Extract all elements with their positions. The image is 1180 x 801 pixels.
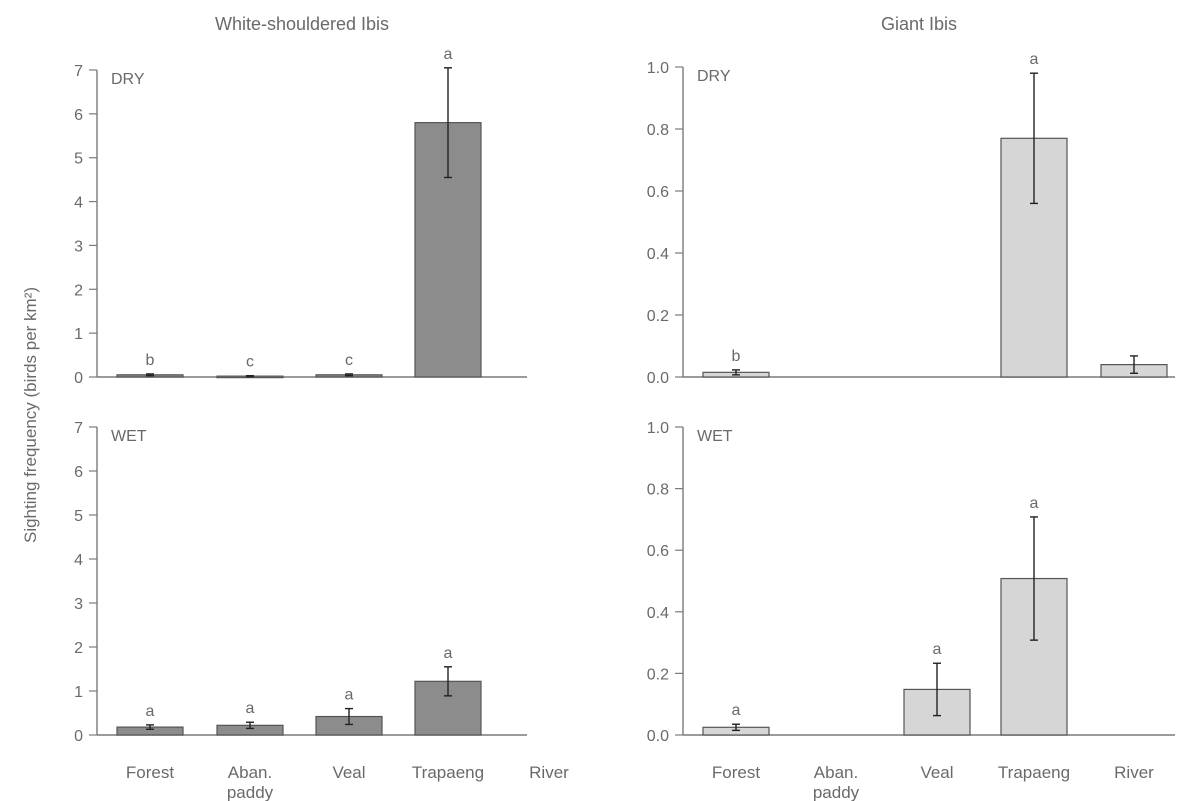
y-tick-label: 0: [74, 370, 83, 387]
y-tick-label: 1.0: [647, 60, 669, 77]
significance-letter: a: [345, 687, 354, 704]
significance-letter: a: [933, 641, 942, 658]
y-tick-label: 0.4: [647, 605, 669, 622]
panel-title: Giant Ibis: [881, 14, 957, 34]
significance-letter: a: [1030, 495, 1039, 512]
y-tick-label: 4: [74, 195, 83, 212]
x-tick-label: Aban.: [814, 763, 858, 782]
significance-letter: b: [146, 352, 155, 369]
y-tick-label: 3: [74, 238, 83, 255]
y-tick-label: 0.8: [647, 482, 669, 499]
y-axis-label: Sighting frequency (birds per km²): [21, 287, 40, 543]
y-tick-label: 0.6: [647, 543, 669, 560]
y-tick-label: 1.0: [647, 420, 669, 437]
chart-panel-4: WET 0.0 0.2 0.4 0.6 0.8 1.0 a a a Forest Aban.paddy…: [647, 420, 1175, 801]
x-tick-label: River: [1114, 763, 1154, 782]
significance-letter: c: [246, 354, 254, 371]
x-tick-label: River: [529, 763, 569, 782]
y-tick-label: 5: [74, 151, 83, 168]
significance-letter: a: [146, 703, 155, 720]
significance-letter: c: [345, 352, 353, 369]
y-tick-label: 0.4: [647, 246, 669, 263]
y-tick-label: 1: [74, 684, 83, 701]
y-tick-label: 5: [74, 508, 83, 525]
x-tick-label: Trapaeng: [412, 763, 484, 782]
significance-letter: b: [732, 348, 741, 365]
chart-panel-2: Giant Ibis DRY 0.0 0.2 0.4 0.6 0.8 1.0 b a: [647, 14, 1175, 387]
x-tick-label: Veal: [920, 763, 953, 782]
y-tick-label: 0.2: [647, 308, 669, 325]
y-tick-label: 0.8: [647, 122, 669, 139]
x-tick-label: Trapaeng: [998, 763, 1070, 782]
x-tick-label: paddy: [813, 783, 860, 801]
x-tick-label: Veal: [332, 763, 365, 782]
y-tick-label: 3: [74, 596, 83, 613]
x-tick-label: Forest: [712, 763, 760, 782]
season-label: DRY: [697, 68, 731, 85]
y-tick-label: 4: [74, 552, 83, 569]
y-tick-label: 0.6: [647, 184, 669, 201]
x-tick-label: Aban.: [228, 763, 272, 782]
x-tick-label: Forest: [126, 763, 174, 782]
significance-letter: a: [246, 700, 255, 717]
y-tick-label: 6: [74, 464, 83, 481]
season-label: WET: [697, 428, 733, 445]
y-tick-label: 0: [74, 728, 83, 745]
chart-panel-1: White-shouldered Ibis DRY 0 1 2 3 4 5 6 7 b c c a: [74, 14, 527, 387]
chart-panel-3: WET 0 1 2 3 4 5 6 7 a a a a Forest Aban.paddy Veal Trapa…: [74, 420, 569, 801]
significance-letter: a: [444, 46, 453, 63]
y-tick-label: 0.0: [647, 728, 669, 745]
y-tick-label: 7: [74, 63, 83, 80]
bar-trapaeng: [1000, 577, 1068, 736]
significance-letter: a: [444, 645, 453, 662]
y-tick-label: 6: [74, 107, 83, 124]
season-label: DRY: [111, 71, 145, 88]
significance-letter: a: [1030, 51, 1039, 68]
y-tick-label: 2: [74, 282, 83, 299]
y-tick-label: 0.2: [647, 666, 669, 683]
x-tick-label: paddy: [227, 783, 274, 801]
y-tick-label: 1: [74, 326, 83, 343]
y-tick-label: 2: [74, 640, 83, 657]
significance-letter: a: [732, 702, 741, 719]
y-tick-label: 7: [74, 420, 83, 437]
season-label: WET: [111, 428, 147, 445]
panel-title: White-shouldered Ibis: [215, 14, 389, 34]
y-tick-label: 0.0: [647, 370, 669, 387]
